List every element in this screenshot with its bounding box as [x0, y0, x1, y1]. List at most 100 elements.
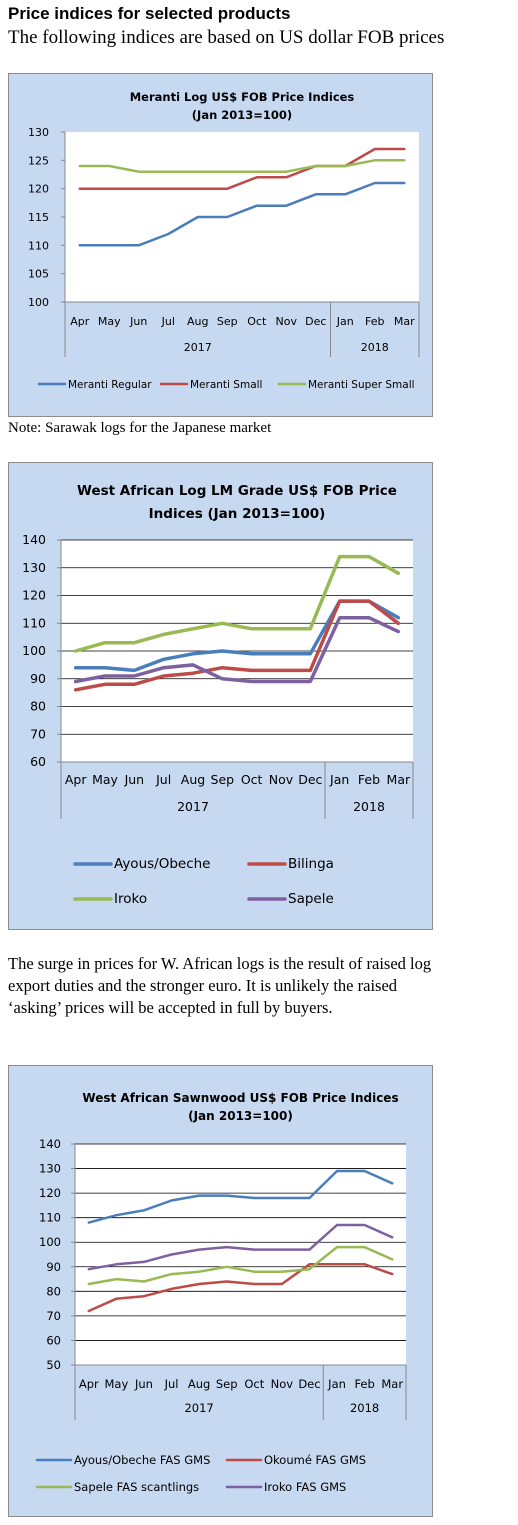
y-tick-label: 100	[39, 1235, 61, 1249]
y-tick-label: 90	[30, 671, 46, 686]
y-tick-label: 105	[28, 268, 49, 281]
y-tick-label: 140	[22, 532, 46, 547]
y-tick-label: 110	[28, 239, 49, 252]
x-tick-label: Mar	[394, 315, 415, 328]
chart-title: (Jan 2013=100)	[188, 1109, 293, 1123]
chart-title: West African Sawnwood US$ FOB Price Indi…	[82, 1091, 398, 1105]
x-tick-label: Apr	[79, 1377, 99, 1391]
x-tick-label: May	[98, 315, 121, 328]
plot-area	[75, 1144, 406, 1365]
x-tick-label: Mar	[387, 772, 411, 787]
note-sarawak: Note: Sarawak logs for the Japanese mark…	[8, 420, 272, 436]
meranti-chart: Meranti Log US$ FOB Price Indices (Jan 20…	[8, 73, 433, 417]
x-tick-label: Sep	[211, 772, 235, 787]
legend-label: Okoumé FAS GMS	[264, 1453, 366, 1467]
y-tick-label: 130	[22, 560, 46, 575]
x-tick-label: Jul	[161, 315, 175, 328]
x-tick-label: Jun	[134, 1377, 153, 1391]
chart-title: Indices (Jan 2013=100)	[149, 506, 326, 522]
x-tick-label: May	[104, 1377, 128, 1391]
commentary-paragraph: The surge in prices for W. African logs …	[8, 953, 518, 1019]
series-line	[87, 1223, 394, 1271]
x-tick-label: Nov	[271, 1377, 294, 1391]
x-year-label: 2018	[350, 1401, 379, 1415]
x-tick-label: Jun	[129, 315, 147, 328]
x-tick-label: Feb	[354, 1377, 374, 1391]
plot-area	[65, 132, 419, 302]
y-tick-label: 50	[46, 1358, 61, 1372]
chart-title: Meranti Log US$ FOB Price Indices	[130, 90, 355, 104]
legend-label: Iroko	[114, 891, 147, 907]
legend-label: Meranti Small	[190, 379, 262, 391]
x-tick-label: Sep	[217, 315, 238, 328]
legend-label: Sapele FAS scantlings	[74, 1480, 199, 1494]
page-subtitle: The following indices are based on US do…	[8, 27, 445, 48]
y-tick-label: 90	[46, 1260, 61, 1274]
chart-svg: West African Sawnwood US$ FOB Price Indi…	[35, 1091, 407, 1494]
x-tick-label: Oct	[244, 1377, 264, 1391]
y-tick-label: 110	[22, 615, 46, 630]
commentary-line: export duties and the stronger euro. It …	[8, 976, 398, 995]
x-year-label: 2017	[177, 799, 209, 814]
chart-title: (Jan 2013=100)	[192, 108, 292, 122]
chart-svg: Meranti Log US$ FOB Price Indices (Jan 20…	[28, 90, 420, 391]
y-tick-label: 130	[28, 126, 49, 139]
commentary-line: ‘asking’ prices will be accepted in full…	[8, 998, 333, 1017]
x-tick-label: Feb	[365, 315, 384, 328]
y-tick-label: 60	[46, 1333, 61, 1347]
x-tick-label: Oct	[241, 772, 263, 787]
x-tick-label: Apr	[70, 315, 90, 328]
series-line	[78, 147, 406, 190]
legend-label: Ayous/Obeche	[114, 856, 211, 872]
x-tick-label: Dec	[298, 1377, 320, 1391]
y-tick-label: 110	[39, 1211, 61, 1225]
x-year-label: 2018	[353, 799, 385, 814]
y-tick-label: 70	[30, 726, 46, 741]
west-african-sawnwood-chart: West African Sawnwood US$ FOB Price Indi…	[8, 1065, 433, 1517]
x-tick-label: Jun	[124, 772, 145, 787]
series-line	[87, 1263, 394, 1313]
y-tick-label: 125	[28, 154, 49, 167]
y-tick-label: 70	[46, 1309, 61, 1323]
x-tick-label: Sep	[216, 1377, 238, 1391]
series-line	[87, 1169, 394, 1224]
x-tick-label: Oct	[247, 315, 267, 328]
x-tick-label: Mar	[381, 1377, 403, 1391]
legend-label: Meranti Super Small	[308, 379, 415, 391]
y-tick-label: 120	[39, 1186, 61, 1200]
y-tick-label: 100	[22, 643, 46, 658]
chart-title: West African Log LM Grade US$ FOB Price	[77, 483, 397, 499]
commentary-line: The surge in prices for W. African logs …	[8, 954, 432, 973]
y-tick-label: 120	[22, 588, 46, 603]
legend-label: Iroko FAS GMS	[264, 1480, 346, 1494]
series-line	[78, 181, 406, 247]
x-tick-label: Aug	[187, 315, 208, 328]
y-tick-label: 140	[39, 1137, 61, 1151]
legend-label: Sapele	[288, 891, 334, 907]
chart-svg: West African Log LM Grade US$ FOB Price I…	[22, 483, 414, 907]
x-tick-label: Nov	[269, 772, 294, 787]
x-tick-label: Nov	[276, 315, 298, 328]
x-tick-label: Jan	[327, 1377, 346, 1391]
x-tick-label: Jul	[164, 1377, 179, 1391]
y-tick-label: 80	[30, 699, 46, 714]
x-tick-label: Apr	[65, 772, 87, 787]
series-line	[87, 1245, 394, 1286]
series-line	[73, 554, 401, 653]
x-tick-label: Jan	[336, 315, 354, 328]
x-tick-label: Dec	[305, 315, 326, 328]
legend-label: Ayous/Obeche FAS GMS	[74, 1453, 210, 1467]
y-tick-label: 115	[28, 211, 49, 224]
x-year-label: 2017	[184, 1401, 213, 1415]
x-year-label: 2018	[361, 341, 389, 354]
west-african-log-chart: West African Log LM Grade US$ FOB Price I…	[8, 462, 433, 930]
y-tick-label: 80	[46, 1284, 61, 1298]
x-tick-label: Jan	[329, 772, 349, 787]
x-tick-label: Dec	[298, 772, 322, 787]
x-tick-label: Jul	[155, 772, 171, 787]
y-tick-label: 120	[28, 183, 49, 196]
page-title: Price indices for selected products	[8, 4, 291, 23]
y-tick-label: 60	[30, 754, 46, 769]
y-tick-label: 100	[28, 296, 49, 309]
legend-label: Meranti Regular	[68, 379, 152, 391]
